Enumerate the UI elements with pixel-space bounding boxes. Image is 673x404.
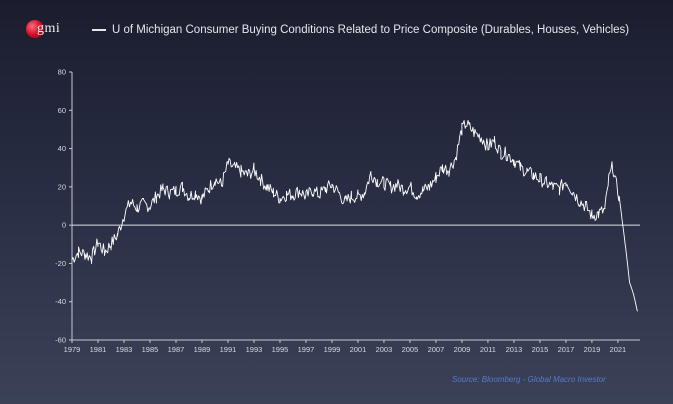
x-tick-label: 1983: [116, 345, 133, 354]
logo-text: gmi: [37, 21, 61, 36]
series-line: [71, 119, 638, 312]
x-tick-label: 2007: [428, 345, 445, 354]
legend-line-swatch: [92, 29, 106, 31]
x-tick-label: 2019: [584, 345, 601, 354]
y-tick-label: -20: [55, 259, 66, 268]
y-tick-label: 40: [58, 144, 66, 153]
gmi-logo: gmi: [26, 18, 66, 44]
x-tick-label: 1981: [90, 345, 107, 354]
y-tick-label: 60: [58, 106, 66, 115]
source-note: Source: Bloomberg - Global Macro Investo…: [452, 375, 606, 384]
x-tick-label: 1985: [142, 345, 159, 354]
y-tick-label: -60: [55, 336, 66, 345]
x-tick-label: 1987: [168, 345, 185, 354]
x-tick-label: 1979: [64, 345, 81, 354]
x-tick-label: 1997: [298, 345, 315, 354]
y-tick-label: 20: [58, 182, 66, 191]
y-tick-label: 80: [58, 68, 66, 77]
x-tick-label: 2001: [350, 345, 367, 354]
x-tick-label: 2015: [532, 345, 549, 354]
legend-series-name: U of Michigan Consumer Buying Conditions…: [112, 24, 630, 36]
x-tick-label: 2011: [480, 345, 496, 354]
x-tick-label: 1993: [246, 345, 263, 354]
x-tick-label: 2021: [610, 345, 627, 354]
x-tick-label: 1989: [194, 345, 211, 354]
x-tick-label: 2013: [506, 345, 523, 354]
x-tick-label: 2003: [376, 345, 393, 354]
x-tick-label: 2017: [558, 345, 575, 354]
logo-ball-icon: [26, 20, 44, 38]
x-tick-label: 1999: [324, 345, 341, 354]
chart-legend: U of Michigan Consumer Buying Conditions…: [92, 24, 629, 36]
x-tick-label: 1991: [220, 345, 237, 354]
x-tick-label: 1995: [272, 345, 289, 354]
x-tick-label: 2005: [402, 345, 419, 354]
y-tick-label: -40: [55, 297, 66, 306]
x-tick-label: 2009: [454, 345, 471, 354]
y-tick-label: 0: [62, 221, 66, 230]
